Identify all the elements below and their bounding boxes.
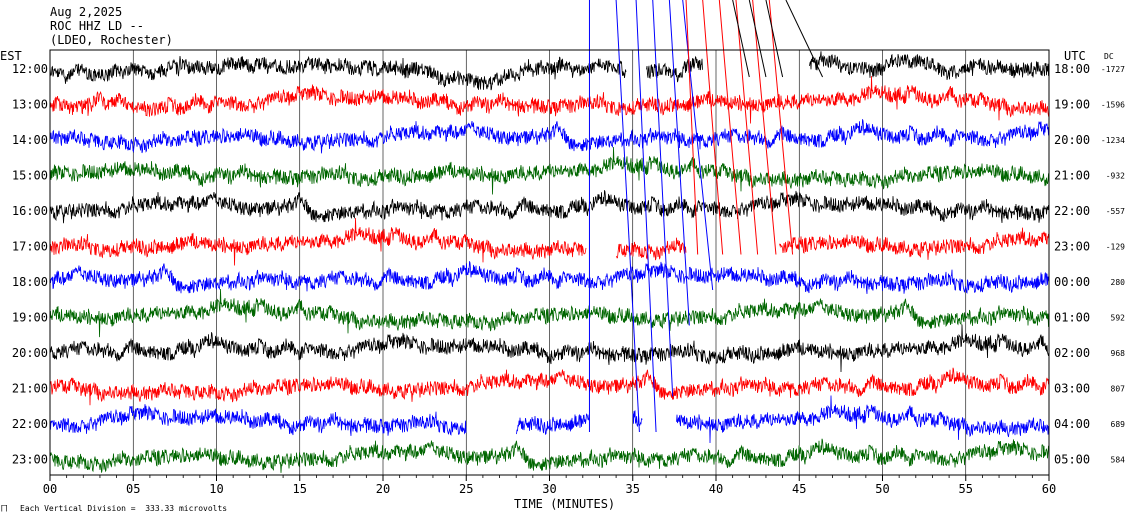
event-marker-line [768,0,794,255]
est-hour-label: 18:00 [12,275,48,289]
dc-offset-value: -129 [1106,243,1125,252]
trace-line [49,261,1050,294]
dc-offset-value: 584 [1111,456,1126,465]
dc-offset-value: -1234 [1101,136,1125,145]
x-tick-label: 50 [875,482,889,496]
utc-hour-label: 02:00 [1054,346,1090,360]
est-hour-label: 17:00 [12,240,48,254]
x-tick-label: 10 [209,482,223,496]
event-marker-line [635,0,657,433]
trace-line [49,395,1050,444]
est-hour-label: 14:00 [12,133,48,147]
right-timezone-label: UTC [1064,49,1086,63]
event-marker-line [668,0,690,326]
chart-date: Aug 2,2025 [50,5,123,19]
est-hour-label: 22:00 [12,417,48,431]
station-name: ROC HHZ LD -- [50,19,144,33]
dc-offset-value: 592 [1111,314,1126,323]
scale-icon: ⨅ [1,504,8,513]
dc-offset-value: -932 [1106,172,1125,181]
x-axis-label: TIME (MINUTES) [514,497,616,511]
est-hour-label: 13:00 [12,98,48,112]
trace-line [49,324,1050,373]
plot-frame [49,49,1050,481]
x-tick-label: 45 [792,482,806,496]
trace-line [49,75,1050,124]
trace-line [49,217,1050,266]
x-tick-label: 00 [43,482,57,496]
est-hour-label: 23:00 [12,453,48,467]
x-tick-label: 30 [542,482,556,496]
x-tick-label: 05 [126,482,140,496]
network-name: (LDEO, Rochester) [50,33,173,47]
utc-hour-label: 18:00 [1054,62,1090,76]
utc-hour-label: 01:00 [1054,311,1090,325]
seismogram-traces [49,51,1050,473]
trace-line [49,190,1050,224]
utc-hour-label: 22:00 [1054,204,1090,218]
axis-labels: 12:00 18:00 -1727 13:00 19:00 -1596 14:00 20:00… [12,62,1125,496]
event-marker-line [615,0,640,433]
event-marker-line [682,0,714,291]
est-hour-label: 19:00 [12,311,48,325]
event-marker-line [702,0,724,255]
event-marker-line [652,0,674,397]
dc-label: DC [1104,52,1114,61]
x-tick-label: 40 [709,482,723,496]
event-marker-line [685,0,699,255]
est-hour-label: 21:00 [12,382,48,396]
utc-hour-label: 21:00 [1054,169,1090,183]
dc-offset-value: 689 [1111,420,1126,429]
event-marker-line [748,0,767,78]
est-hour-label: 20:00 [12,346,48,360]
dc-offset-value: -1727 [1101,65,1125,74]
x-tick-label: 25 [459,482,473,496]
event-marker-line [765,0,784,78]
dc-offset-value: -1596 [1101,101,1125,110]
utc-hour-label: 04:00 [1054,417,1090,431]
grid-lines [132,50,967,475]
trace-line [49,146,1050,195]
trace-line [49,438,1050,473]
x-tick-label: 20 [376,482,390,496]
utc-hour-label: 00:00 [1054,275,1090,289]
dc-offset-value: 968 [1111,349,1126,358]
trace-line [49,367,1050,406]
trace-line [49,288,1050,338]
x-tick-label: 60 [1042,482,1056,496]
event-marker-line [785,0,824,78]
x-tick-label: 55 [959,482,973,496]
event-marker-line [752,0,777,255]
utc-hour-label: 05:00 [1054,453,1090,467]
event-marker-line [718,0,742,255]
dc-offset-value: -557 [1106,207,1125,216]
left-timezone-label: EST [0,49,22,63]
event-marker-line [732,0,750,78]
utc-hour-label: 03:00 [1054,382,1090,396]
est-hour-label: 15:00 [12,169,48,183]
event-marker-line [735,0,759,255]
event-marker-lines [588,0,824,433]
x-tick-label: 35 [626,482,640,496]
trace-line [49,119,1050,154]
utc-hour-label: 20:00 [1054,133,1090,147]
utc-hour-label: 23:00 [1054,240,1090,254]
est-hour-label: 12:00 [12,62,48,76]
est-hour-label: 16:00 [12,204,48,218]
dc-offset-value: 280 [1111,278,1126,287]
utc-hour-label: 19:00 [1054,98,1090,112]
x-tick-label: 15 [293,482,307,496]
trace-line [49,51,1050,91]
dc-offset-value: 807 [1111,385,1126,394]
footer-scale-note: Each Vertical Division = 333.33 microvol… [20,504,228,513]
